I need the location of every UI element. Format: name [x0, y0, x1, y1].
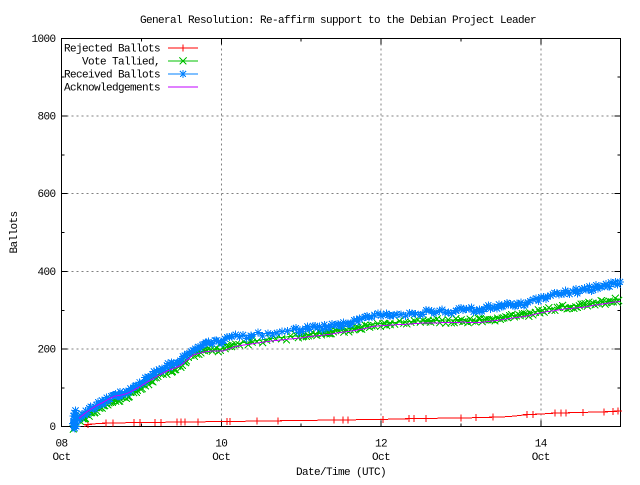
svg-text:Vote Tallied,: Vote Tallied, [82, 57, 160, 69]
svg-text:General Resolution: Re-affirm: General Resolution: Re-affirm support to… [140, 15, 536, 27]
svg-text:Ballots: Ballots [9, 211, 21, 253]
svg-text:Acknowledgements: Acknowledgements [64, 83, 160, 95]
svg-text:Oct: Oct [532, 452, 550, 464]
svg-text:200: 200 [37, 345, 55, 357]
svg-text:Oct: Oct [372, 452, 390, 464]
svg-text:Rejected Ballots: Rejected Ballots [64, 44, 160, 56]
svg-text:Received Ballots: Received Ballots [64, 70, 160, 82]
svg-text:800: 800 [37, 111, 55, 123]
svg-text:400: 400 [37, 267, 55, 279]
svg-text:10: 10 [215, 439, 227, 451]
svg-text:Date/Time (UTC): Date/Time (UTC) [296, 467, 386, 479]
svg-text:1000: 1000 [31, 34, 55, 46]
svg-text:Oct: Oct [52, 452, 70, 464]
svg-text:08: 08 [55, 439, 67, 451]
svg-text:0: 0 [49, 422, 55, 434]
svg-text:600: 600 [37, 189, 55, 201]
svg-text:Oct: Oct [212, 452, 230, 464]
svg-text:14: 14 [535, 439, 548, 451]
svg-text:12: 12 [375, 439, 387, 451]
